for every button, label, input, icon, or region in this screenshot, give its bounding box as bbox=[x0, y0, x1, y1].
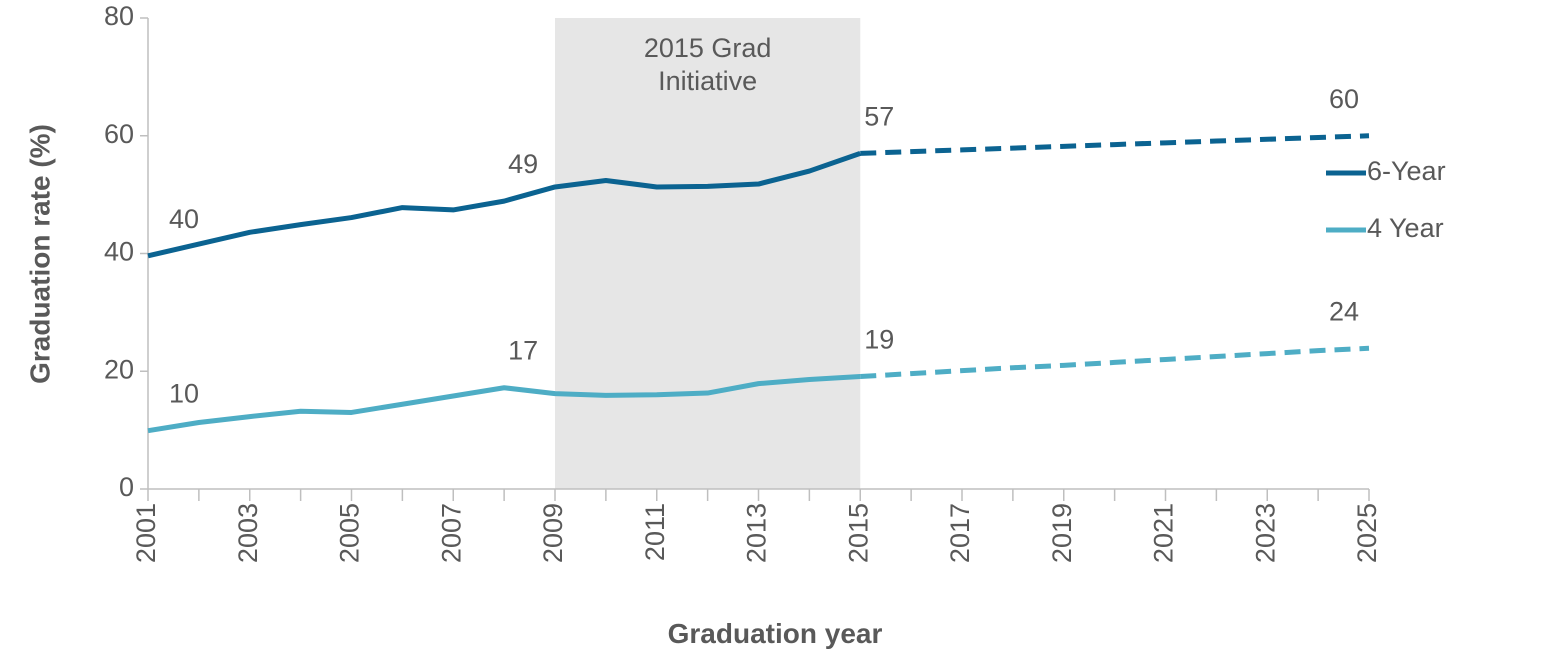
x-tick-label: 2005 bbox=[335, 503, 365, 563]
projection-line bbox=[860, 345, 1370, 380]
x-tick-label: 2019 bbox=[1047, 503, 1077, 563]
data-label: 60 bbox=[1329, 84, 1359, 114]
region-label: 2015 Grad bbox=[644, 33, 772, 63]
data-label: 24 bbox=[1329, 296, 1359, 326]
y-axis-title: Graduation rate (%) bbox=[24, 124, 55, 384]
x-tick-label: 2007 bbox=[436, 503, 466, 563]
x-tick-label: 2011 bbox=[640, 503, 670, 561]
y-tick-label: 40 bbox=[104, 237, 134, 267]
x-tick-label: 2003 bbox=[233, 503, 263, 563]
data-label: 57 bbox=[864, 101, 894, 131]
y-tick-label: 80 bbox=[104, 1, 134, 31]
data-label: 40 bbox=[169, 204, 199, 234]
data-label: 49 bbox=[508, 149, 538, 179]
x-tick-label: 2009 bbox=[538, 503, 568, 563]
y-tick-label: 0 bbox=[119, 472, 134, 502]
x-tick-label: 2001 bbox=[131, 503, 161, 563]
x-tick-label: 2021 bbox=[1149, 503, 1179, 563]
y-tick-label: 20 bbox=[104, 354, 134, 384]
x-tick-label: 2023 bbox=[1250, 503, 1280, 563]
x-tick-label: 2017 bbox=[945, 503, 975, 563]
x-tick-label: 2013 bbox=[742, 503, 772, 563]
legend-label: 4 Year bbox=[1367, 213, 1444, 243]
projection-line bbox=[860, 133, 1370, 156]
shaded-region bbox=[555, 18, 861, 489]
data-label: 19 bbox=[864, 325, 894, 355]
data-label: 17 bbox=[508, 336, 538, 366]
x-tick-label: 2015 bbox=[843, 503, 873, 563]
x-axis-title: Graduation year bbox=[668, 618, 883, 649]
data-label: 10 bbox=[169, 379, 199, 409]
series-line bbox=[147, 374, 861, 434]
y-tick-label: 60 bbox=[104, 119, 134, 149]
x-tick-label: 2025 bbox=[1352, 503, 1382, 563]
legend-label: 6-Year bbox=[1367, 156, 1446, 186]
series-line bbox=[147, 151, 862, 259]
region-label: Initiative bbox=[658, 66, 757, 96]
